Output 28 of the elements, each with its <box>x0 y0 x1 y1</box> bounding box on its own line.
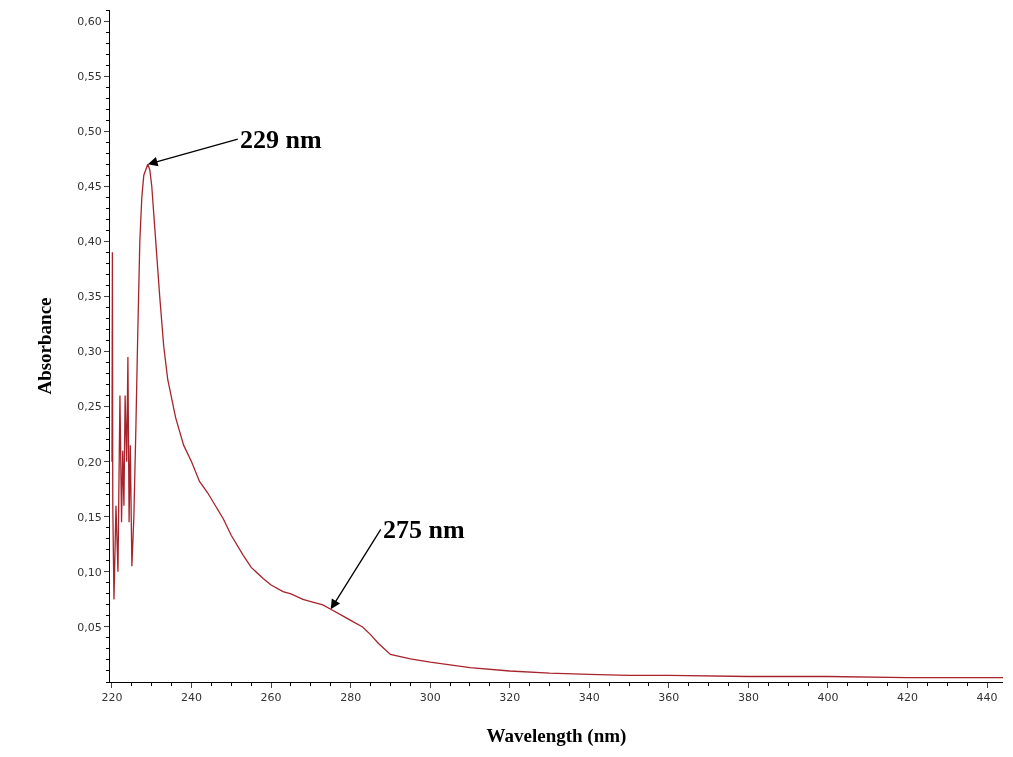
x-tick-label: 340 <box>578 691 600 705</box>
x-tick-label: 420 <box>897 691 919 705</box>
y-tick-label: 0,45 <box>77 180 102 194</box>
x-tick-label: 260 <box>260 691 282 705</box>
x-tick-label: 400 <box>817 691 839 705</box>
y-tick-label: 0,55 <box>77 69 102 83</box>
annotation: 229 nm <box>240 125 322 154</box>
x-tick-label: 240 <box>181 691 203 705</box>
y-tick-label: 0,60 <box>77 14 102 28</box>
y-tick-label: 0,50 <box>77 125 102 139</box>
x-tick-label: 220 <box>101 691 123 705</box>
annotation: 275 nm <box>383 515 465 544</box>
x-tick-label: 440 <box>976 691 998 705</box>
y-tick-label: 0,30 <box>77 345 102 359</box>
y-tick-label: 0,25 <box>77 400 102 414</box>
y-tick-label: 0,15 <box>77 510 102 524</box>
y-tick-label: 0,10 <box>77 565 102 579</box>
y-axis-title: Absorbance <box>34 297 56 395</box>
y-tick-label: 0,05 <box>77 620 102 634</box>
y-tick-label: 0,35 <box>77 290 102 304</box>
x-tick-label: 320 <box>499 691 521 705</box>
x-tick-label: 380 <box>737 691 759 705</box>
x-axis-title: Wavelength (nm) <box>486 725 627 747</box>
y-tick-label: 0,20 <box>77 455 102 469</box>
x-tick-label: 300 <box>419 691 441 705</box>
x-tick-label: 280 <box>340 691 362 705</box>
y-tick-label: 0,40 <box>77 235 102 249</box>
x-tick-label: 360 <box>658 691 680 705</box>
